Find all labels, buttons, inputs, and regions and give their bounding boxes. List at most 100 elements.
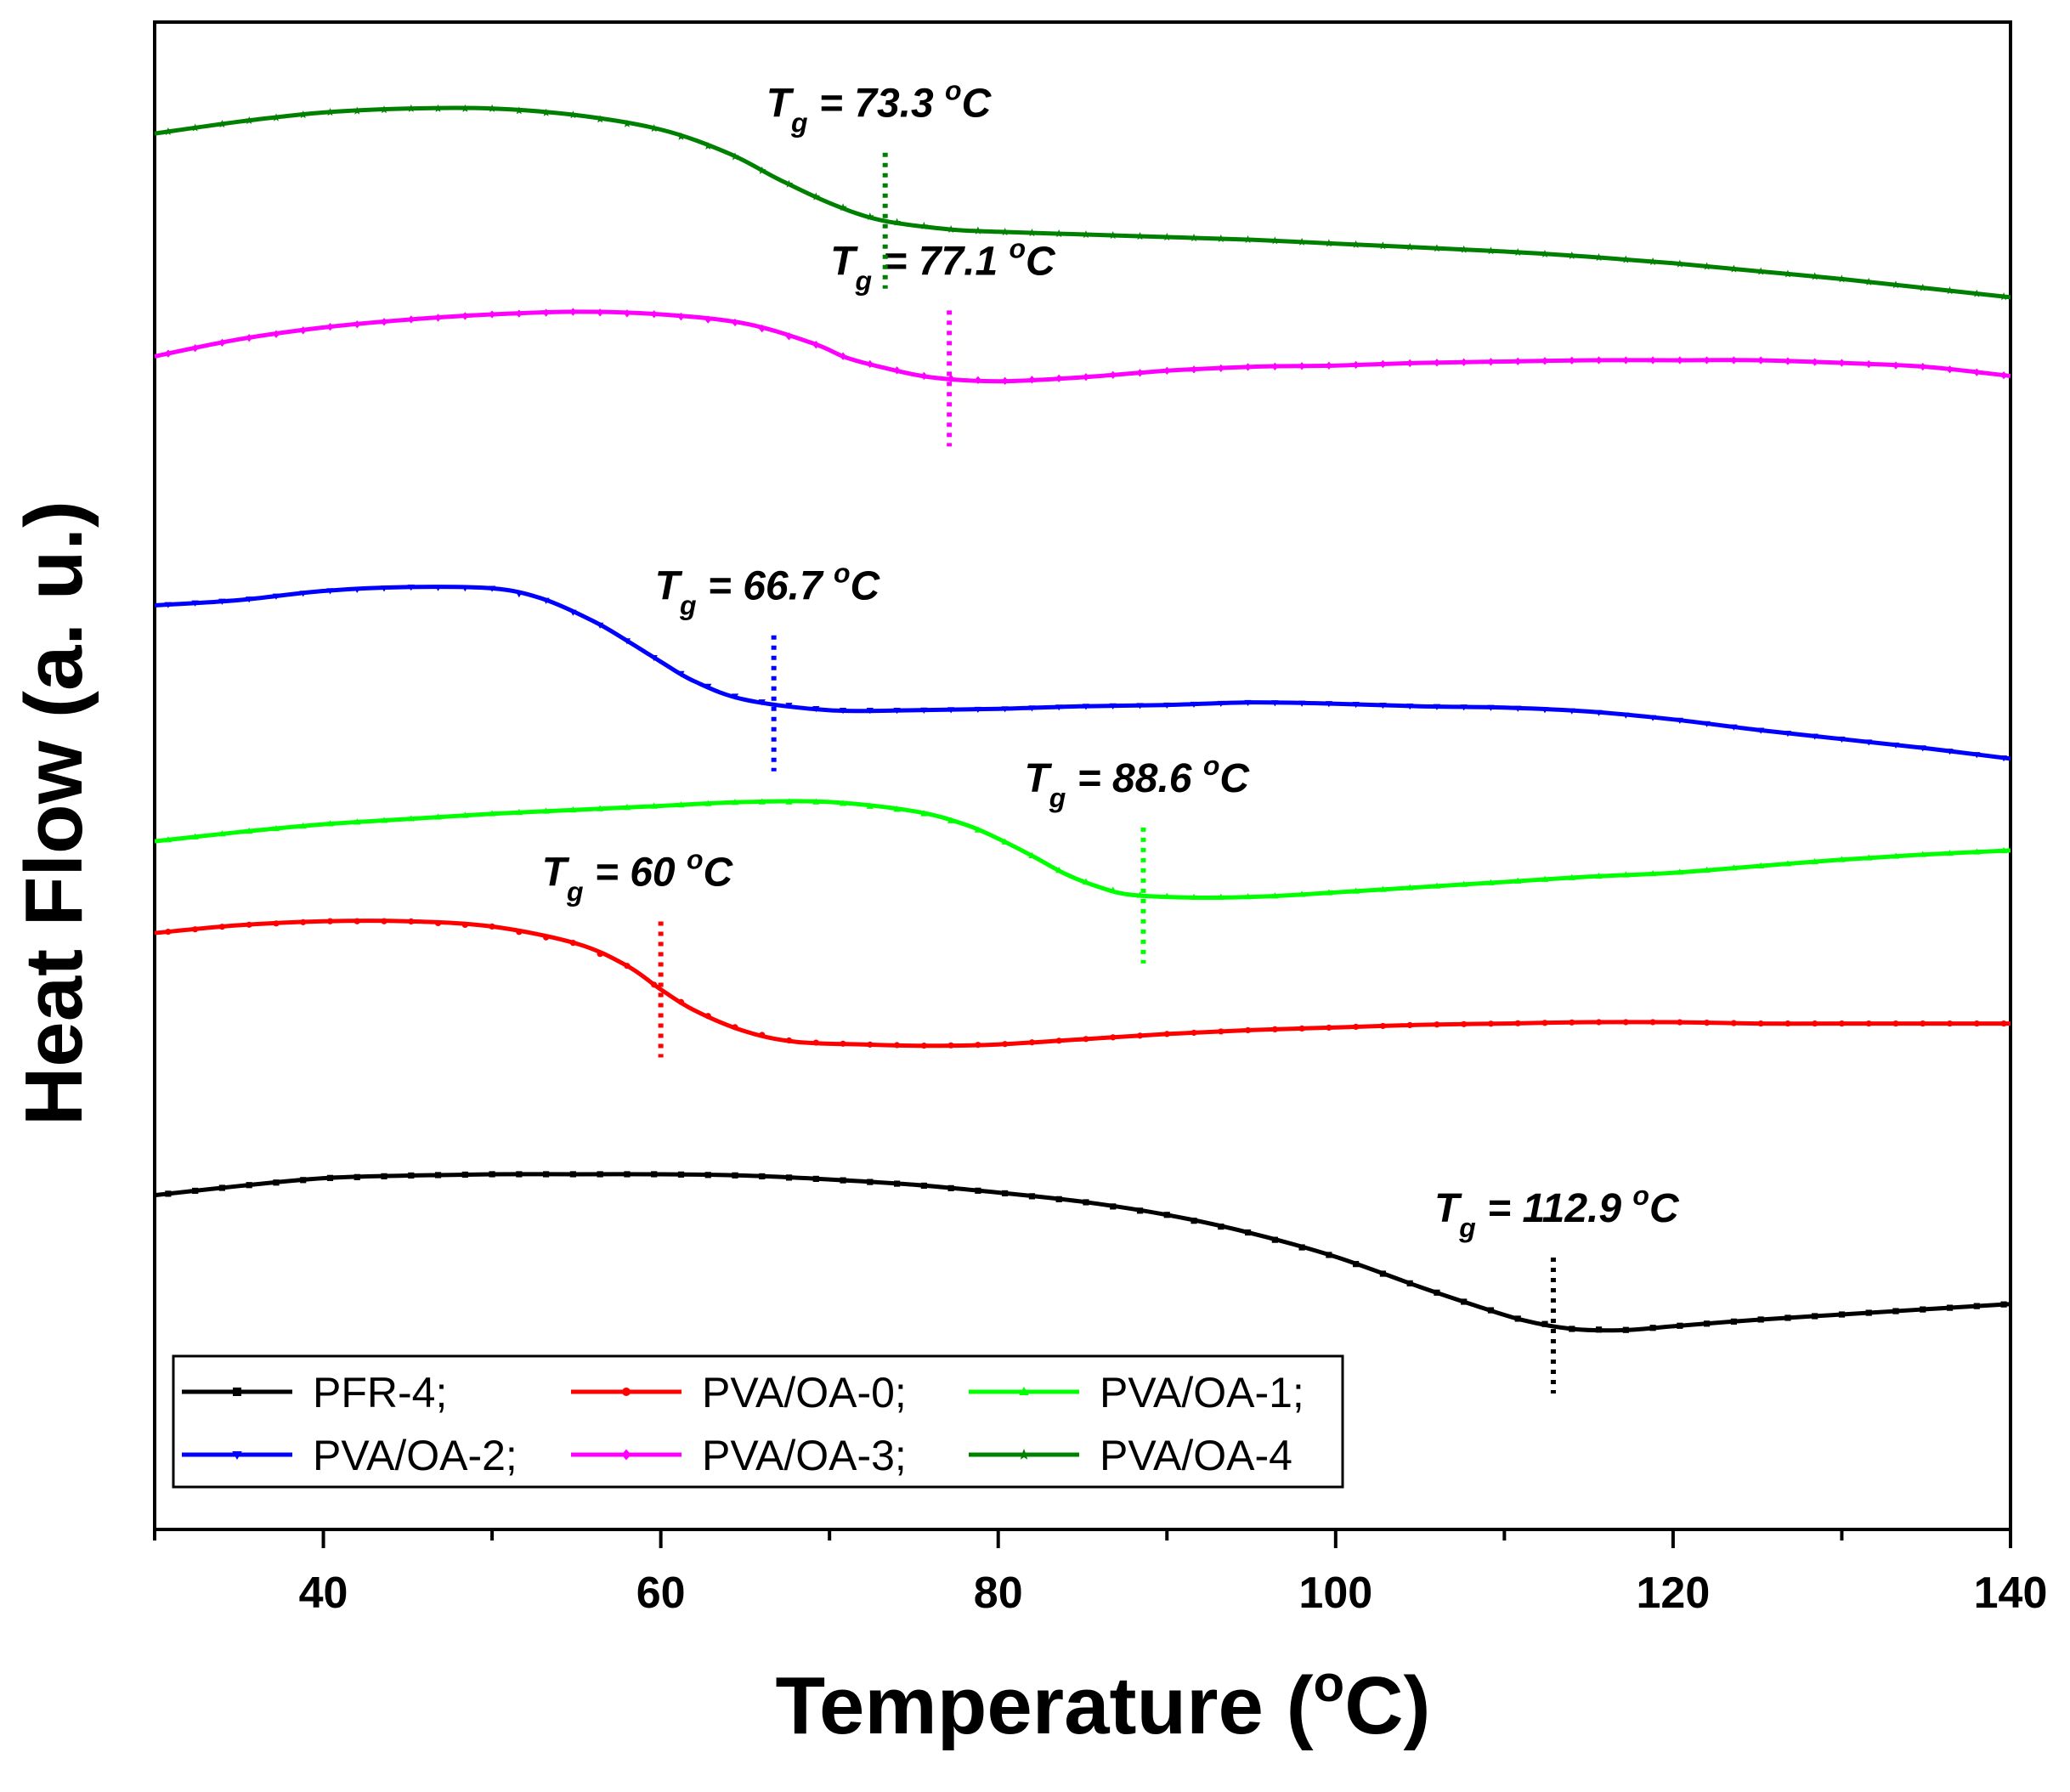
data-point [867,1179,874,1185]
tg-degree: o [687,844,704,874]
data-point [1999,846,2008,854]
tg-degree: o [945,76,962,106]
tg-symbol: T [766,82,795,127]
data-point [1973,848,1981,855]
data-point [1730,356,1738,365]
data-point [1730,864,1738,871]
data-point [489,1171,495,1178]
data-point [1244,1026,1252,1034]
tg-subscript: g [854,265,872,296]
data-point [1973,1020,1980,1027]
tg-symbol: T [1434,1186,1462,1231]
data-point [1514,705,1522,712]
data-point [272,113,280,122]
data-point [1379,885,1387,892]
data-point [1892,1308,1899,1314]
data-point [1298,1244,1305,1251]
data-point [812,340,820,349]
data-point [1136,369,1144,377]
data-point [1757,1316,1764,1323]
data-point [1730,1020,1737,1026]
data-point [461,1171,468,1179]
series-line [154,799,2011,901]
data-point [920,707,928,715]
data-point [1972,289,1982,297]
data-point [1083,1036,1089,1043]
legend-item: PVA/OA-3; [571,1432,907,1479]
data-point [1838,856,1846,862]
x-axis: 40 60 80 100 120 140 [153,1529,2048,1618]
data-point [1271,1026,1278,1033]
data-point [596,115,604,123]
series-pva-oa-2 [154,585,2011,762]
data-point [1973,752,1981,759]
data-point [920,1043,927,1049]
data-point [1595,1326,1603,1333]
data-point [1028,851,1036,858]
data-point [1136,891,1144,898]
data-point [1487,879,1495,885]
data-point [407,815,415,822]
data-point [515,106,523,115]
data-point [1217,234,1225,242]
data-point [840,352,847,360]
tg-annotation: Tg = 60 oC [542,844,733,1058]
data-point [623,638,631,645]
data-point [597,622,604,629]
data-point [299,822,307,829]
data-point [381,918,387,924]
data-point [1487,358,1495,366]
data-point [2000,1301,2007,1308]
data-point [1028,1039,1036,1046]
tg-label: Tg = 88.6 oC [1024,750,1250,813]
data-point [461,921,468,929]
data-point [434,314,442,322]
data-point [867,1041,874,1048]
tg-symbol: T [830,239,858,284]
data-point [1406,703,1414,710]
data-point [785,332,793,341]
x-tick-label: 140 [1974,1569,2048,1618]
data-point [920,810,928,817]
data-point [543,934,550,941]
series-line [154,1172,2011,1333]
data-point [1406,1021,1413,1029]
data-point [893,806,901,812]
tg-subscript: g [679,591,697,621]
data-point [434,585,442,591]
data-point [245,116,253,124]
data-point [947,817,955,823]
data-point [947,224,955,233]
tg-label: Tg = 66.7 oC [655,558,881,621]
data-point [1622,1019,1629,1026]
tg-subscript: g [790,108,808,138]
data-point [1083,1199,1089,1206]
data-point [1541,249,1549,257]
data-point [1136,1207,1144,1214]
data-point [542,597,550,604]
data-point [1082,878,1090,885]
data-point [1595,356,1603,365]
data-point [569,940,576,947]
data-point [1001,838,1009,845]
data-point [975,1042,981,1049]
data-point [1541,707,1549,714]
data-point [1191,1218,1197,1224]
data-point [1784,269,1792,278]
data-point [1514,877,1522,884]
tg-value: = 112.9 [1476,1186,1633,1231]
data-point [353,1173,360,1180]
data-point [1244,363,1252,371]
data-point [623,804,631,811]
data-point [1946,365,1954,374]
data-point [1677,1019,1683,1026]
data-point [1784,731,1792,738]
data-point [1919,851,1926,857]
data-point [1676,259,1684,268]
data-point [839,707,847,715]
data-point [1973,1303,1980,1309]
data-point [704,1013,711,1020]
data-point [1326,1024,1332,1032]
data-point [974,376,981,384]
x-tick-label: 80 [974,1569,1023,1618]
